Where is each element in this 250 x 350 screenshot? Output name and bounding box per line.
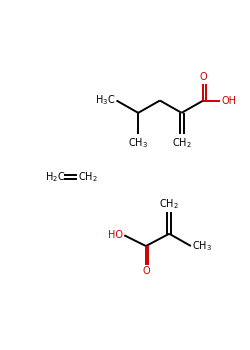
Text: CH$_3$: CH$_3$ [128,136,148,150]
Text: OH: OH [222,96,237,105]
Text: O: O [142,266,150,276]
Text: H$_2$C: H$_2$C [45,170,66,184]
Text: H$_3$C: H$_3$C [94,93,115,107]
Text: HO: HO [108,230,123,240]
Text: CH$_2$: CH$_2$ [159,197,179,211]
Text: CH$_2$: CH$_2$ [172,136,192,150]
Text: CH$_2$: CH$_2$ [78,170,98,184]
Text: O: O [200,72,207,82]
Text: CH$_3$: CH$_3$ [192,239,212,253]
